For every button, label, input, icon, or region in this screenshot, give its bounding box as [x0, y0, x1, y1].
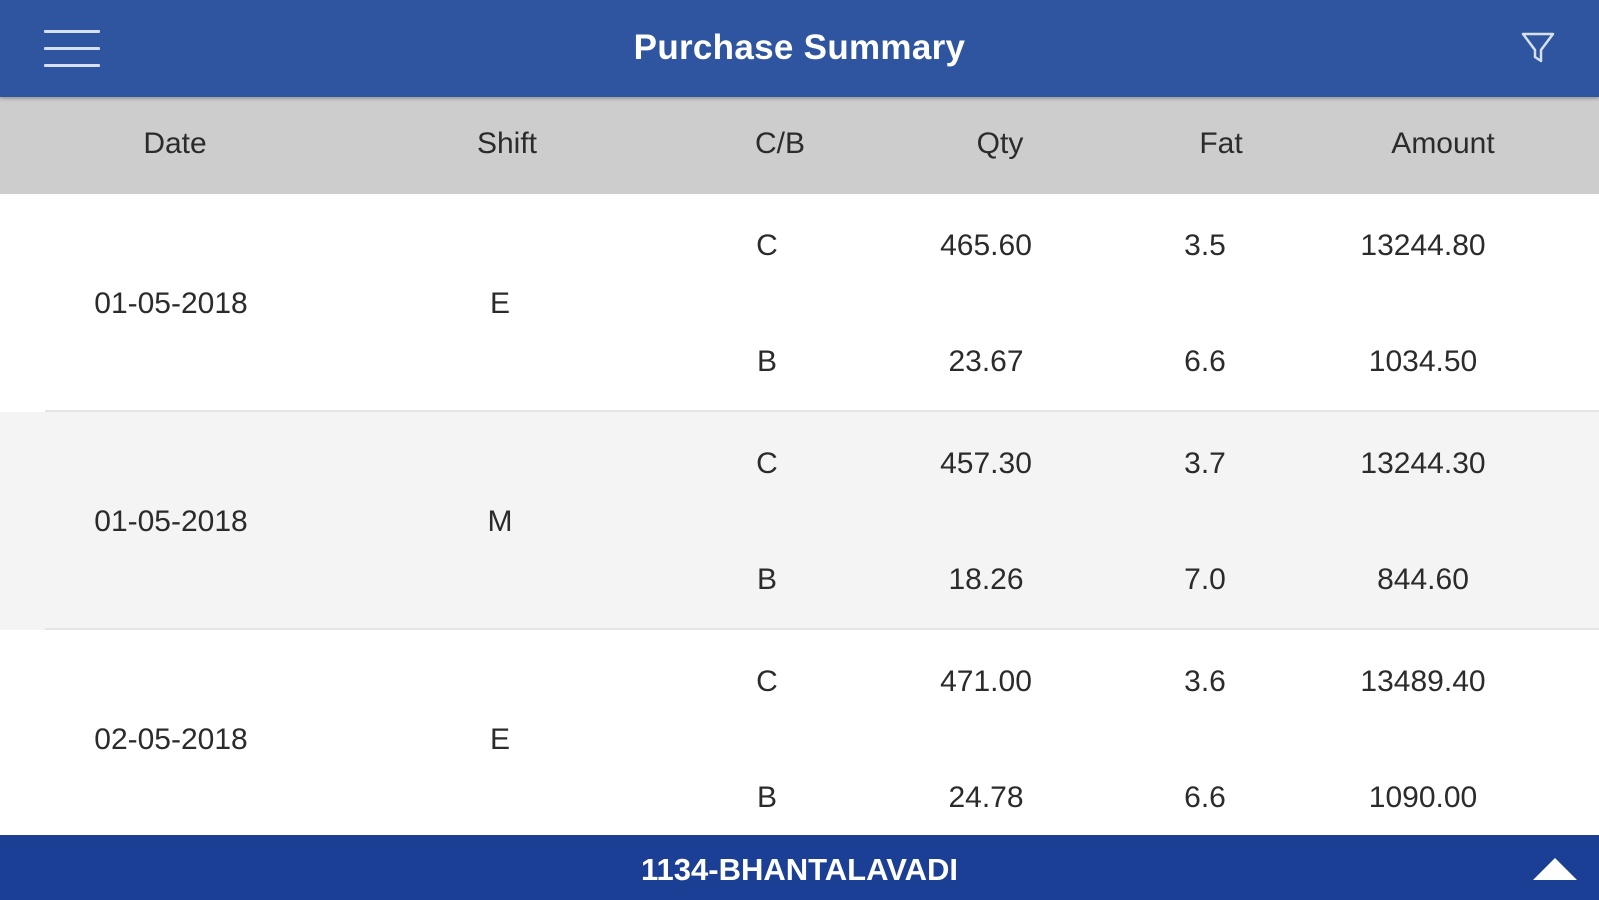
entry-fat: 3.6 — [1184, 665, 1226, 698]
entry-amount: 844.60 — [1377, 563, 1469, 596]
page-title: Purchase Summary — [633, 28, 966, 67]
row-shift: E — [489, 287, 511, 320]
row-shift: M — [487, 505, 513, 538]
entry-cb: B — [756, 781, 778, 814]
row-shift: E — [489, 723, 511, 756]
branch-label: 1134-BHANTALAVADI — [641, 852, 958, 887]
column-header-cb: C/B — [754, 127, 806, 160]
column-header-fat: Fat — [1199, 127, 1243, 160]
entry-cb: B — [756, 345, 778, 378]
chevron-up-triangle-icon[interactable] — [1530, 855, 1580, 883]
table-row[interactable]: 01-05-2018 E C 465.60 3.5 13244.80 B 23.… — [0, 194, 1599, 412]
entry-amount: 1034.50 — [1368, 345, 1478, 378]
entry-qty: 465.60 — [940, 229, 1032, 262]
column-header-date: Date — [143, 127, 207, 160]
entry-cb: C — [756, 447, 778, 480]
table-row[interactable]: 02-05-2018 E C 471.00 3.6 13489.40 B 24.… — [0, 630, 1599, 848]
entry-amount: 13244.30 — [1360, 447, 1486, 480]
top-app-bar: Purchase Summary — [0, 0, 1599, 97]
entry-fat: 3.5 — [1184, 229, 1226, 262]
entry-fat: 6.6 — [1184, 781, 1226, 814]
entry-fat: 3.7 — [1184, 447, 1226, 480]
row-date: 01-05-2018 — [94, 287, 248, 320]
entry-fat: 6.6 — [1184, 345, 1226, 378]
entry-qty: 24.78 — [948, 781, 1024, 814]
row-divider — [45, 628, 1599, 630]
column-header-amount: Amount — [1391, 127, 1495, 160]
column-header-qty: Qty — [976, 127, 1024, 160]
entry-fat: 7.0 — [1184, 563, 1226, 596]
entry-cb: C — [756, 665, 778, 698]
entry-qty: 18.26 — [948, 563, 1024, 596]
column-header-shift: Shift — [476, 127, 538, 160]
entry-qty: 471.00 — [940, 665, 1032, 698]
row-divider — [45, 410, 1599, 412]
entry-amount: 13489.40 — [1360, 665, 1486, 698]
entry-cb: C — [756, 229, 778, 262]
entry-qty: 457.30 — [940, 447, 1032, 480]
entry-qty: 23.67 — [948, 345, 1024, 378]
row-date: 01-05-2018 — [94, 505, 248, 538]
entry-amount: 1090.00 — [1368, 781, 1478, 814]
filter-icon[interactable] — [1520, 30, 1556, 66]
bottom-branch-bar[interactable]: 1134-BHANTALAVADI — [0, 835, 1599, 900]
row-date: 02-05-2018 — [94, 723, 248, 756]
hamburger-menu-icon[interactable] — [42, 27, 102, 71]
table-row[interactable]: 01-05-2018 M C 457.30 3.7 13244.30 B 18.… — [0, 412, 1599, 630]
entry-amount: 13244.80 — [1360, 229, 1486, 262]
table-header-row: Date Shift C/B Qty Fat Amount — [0, 97, 1599, 194]
entry-cb: B — [756, 563, 778, 596]
